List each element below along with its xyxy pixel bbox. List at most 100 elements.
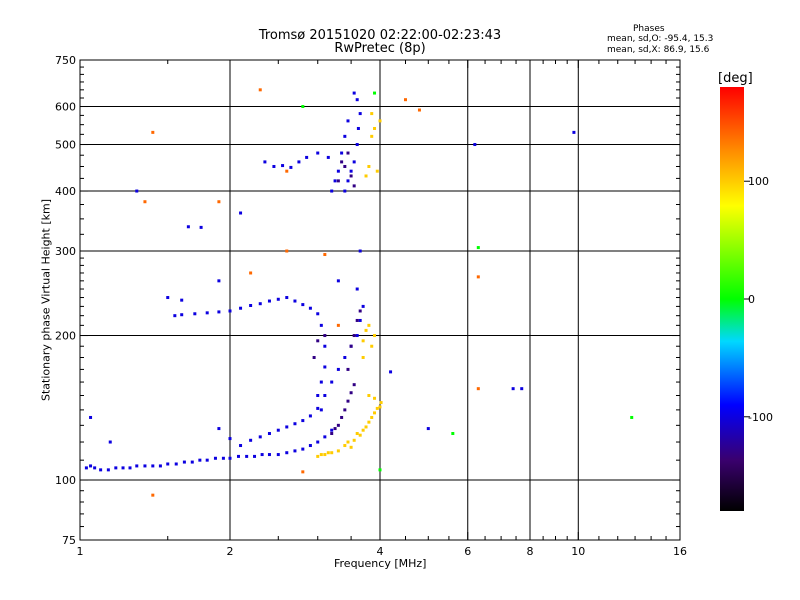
data-point	[84, 466, 88, 470]
data-point	[276, 428, 280, 432]
data-point	[378, 405, 382, 409]
data-point	[572, 130, 576, 134]
data-point	[228, 456, 232, 460]
data-point	[253, 454, 257, 458]
data-point	[305, 155, 309, 159]
data-point	[249, 438, 253, 442]
data-point	[373, 396, 377, 400]
data-point	[308, 414, 312, 418]
data-point	[258, 302, 262, 306]
data-point	[166, 296, 170, 300]
data-point	[361, 304, 365, 308]
data-point	[217, 200, 221, 204]
data-point	[228, 309, 232, 313]
data-point	[370, 112, 374, 116]
data-point	[108, 440, 112, 444]
data-point	[375, 406, 379, 410]
data-point	[281, 164, 285, 168]
data-point	[267, 299, 271, 303]
data-point	[373, 411, 377, 415]
data-point	[511, 387, 515, 391]
data-point	[367, 164, 371, 168]
data-point	[476, 387, 480, 391]
data-point	[316, 406, 320, 410]
data-point	[316, 339, 320, 343]
data-point	[346, 367, 350, 371]
data-point	[260, 453, 264, 457]
data-point	[389, 370, 393, 374]
data-point	[476, 275, 480, 279]
y-tick-label: 400	[55, 185, 76, 198]
grid-lines	[80, 60, 680, 540]
data-point	[340, 415, 344, 419]
data-point	[426, 427, 430, 431]
x-tick-label: 8	[527, 545, 534, 558]
data-point	[358, 318, 362, 322]
x-tick-label: 16	[673, 545, 687, 558]
data-point	[316, 394, 320, 398]
data-point	[301, 105, 305, 109]
data-point	[336, 179, 340, 183]
data-point	[343, 355, 347, 359]
data-point	[190, 460, 194, 464]
data-point	[319, 380, 323, 384]
data-point	[326, 155, 330, 159]
colorbar-ticks: 100 0 -100	[744, 175, 773, 424]
data-point	[213, 456, 217, 460]
chart-subtitle: RwPretec (8p)	[334, 41, 426, 56]
data-point	[352, 160, 356, 164]
data-point	[361, 428, 365, 432]
data-point	[205, 311, 209, 315]
data-point	[361, 355, 365, 359]
data-point	[173, 314, 177, 318]
data-point	[221, 456, 225, 460]
data-point	[276, 297, 280, 301]
y-tick-label: 750	[55, 54, 76, 67]
data-point	[349, 174, 353, 178]
chart-title: Tromsø 20151020 02:22:00-02:23:43	[258, 28, 502, 43]
data-point	[166, 462, 170, 466]
data-point	[182, 460, 186, 464]
data-point	[343, 444, 347, 448]
data-point	[340, 151, 344, 155]
data-point	[355, 287, 359, 291]
data-point	[151, 493, 155, 497]
data-point	[135, 189, 139, 193]
data-point	[355, 143, 359, 147]
x-tick-label: 10	[571, 545, 585, 558]
data-point	[205, 458, 209, 462]
data-point	[630, 415, 634, 419]
data-point	[352, 438, 356, 442]
data-point	[367, 394, 371, 398]
data-point	[367, 323, 371, 327]
data-point	[370, 415, 374, 419]
data-point	[364, 425, 368, 429]
data-point	[199, 225, 203, 229]
data-point	[180, 298, 184, 302]
data-point	[333, 179, 337, 183]
x-ticks: 1 2 4 6 8 10 16	[77, 60, 687, 558]
colorbar-tick-label: 100	[748, 175, 769, 188]
data-point	[217, 427, 221, 431]
data-point	[355, 318, 359, 322]
data-point	[379, 401, 383, 405]
data-point	[316, 454, 320, 458]
data-point	[239, 211, 243, 215]
data-point	[330, 432, 334, 436]
data-point	[358, 249, 362, 253]
colorbar-tick-label: 0	[748, 293, 755, 306]
data-point	[343, 189, 347, 193]
data-point	[249, 271, 253, 275]
data-point	[158, 464, 162, 468]
data-point	[476, 246, 480, 250]
data-point	[361, 339, 365, 343]
data-point	[323, 453, 327, 457]
data-point	[174, 462, 178, 466]
data-point	[301, 419, 305, 423]
data-point	[378, 468, 382, 472]
data-point	[239, 444, 243, 448]
data-point	[258, 435, 262, 439]
data-point	[336, 423, 340, 427]
data-point	[340, 160, 344, 164]
data-point	[285, 249, 289, 253]
